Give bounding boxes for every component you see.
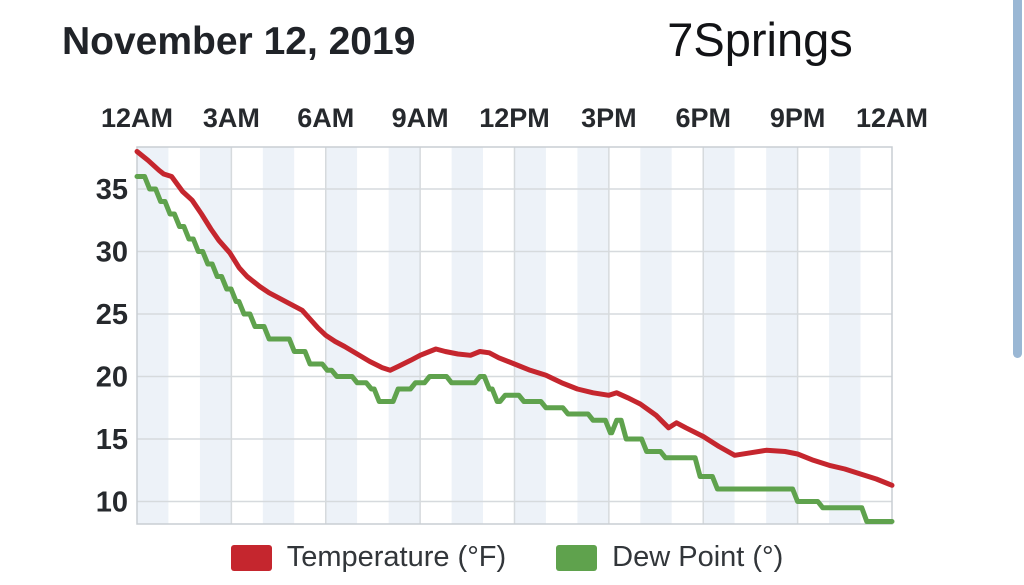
plot-border xyxy=(136,146,893,525)
background-stripe xyxy=(451,147,484,524)
y-tick-label: 30 xyxy=(96,237,128,269)
x-tick-label: 12AM xyxy=(101,103,173,133)
background-stripe xyxy=(860,147,892,524)
y-tick-label: 20 xyxy=(96,362,128,394)
background-stripe xyxy=(703,147,735,524)
background-stripe xyxy=(797,147,830,524)
station-title: 7Springs xyxy=(667,13,853,66)
x-tick-label: 3AM xyxy=(203,103,260,133)
dew-point-line xyxy=(134,174,895,524)
background-stripe xyxy=(137,147,169,524)
background-stripe xyxy=(483,147,515,524)
y-tick-label: 15 xyxy=(96,424,128,456)
background-stripe xyxy=(545,147,578,524)
background-stripe xyxy=(357,147,389,524)
background-stripe xyxy=(420,147,452,524)
dew-point-swatch xyxy=(556,544,598,571)
x-tick-label: 6AM xyxy=(297,103,354,133)
x-tick-label: 9PM xyxy=(770,103,826,133)
background-stripe xyxy=(325,147,358,524)
background-stripe xyxy=(608,147,641,524)
background-stripe xyxy=(231,147,263,524)
legend-item-dewpoint: Dew Point (°) xyxy=(556,541,783,574)
x-tick-label: 3PM xyxy=(581,103,637,133)
x-tick-label: 9AM xyxy=(392,103,449,133)
background-stripe xyxy=(199,147,232,524)
dew-point-legend-label: Dew Point (°) xyxy=(612,541,784,573)
background-stripe xyxy=(640,147,672,524)
background-stripe xyxy=(514,147,546,524)
background-stripe xyxy=(734,147,767,524)
background-stripe xyxy=(766,147,798,524)
legend: Temperature (°F) Dew Point (°) xyxy=(0,541,1014,574)
x-tick-label: 12PM xyxy=(479,103,550,133)
legend-item-temperature: Temperature (°F) xyxy=(230,541,507,574)
y-tick-label: 25 xyxy=(96,299,128,331)
background-stripe xyxy=(577,147,609,524)
temperature-swatch xyxy=(230,544,272,571)
background-stripe xyxy=(294,147,326,524)
date-title: November 12, 2019 xyxy=(62,20,416,63)
background-stripe xyxy=(168,147,200,524)
scrollbar-thumb[interactable] xyxy=(1013,0,1022,358)
x-tick-label: 6PM xyxy=(675,103,731,133)
temperature-line xyxy=(134,149,895,488)
background-stripe xyxy=(388,147,421,524)
y-tick-label: 10 xyxy=(96,487,128,519)
y-tick-label: 35 xyxy=(96,174,128,206)
x-tick-label: 12AM xyxy=(856,103,928,133)
temperature-legend-label: Temperature (°F) xyxy=(286,541,507,573)
background-stripe xyxy=(829,147,861,524)
